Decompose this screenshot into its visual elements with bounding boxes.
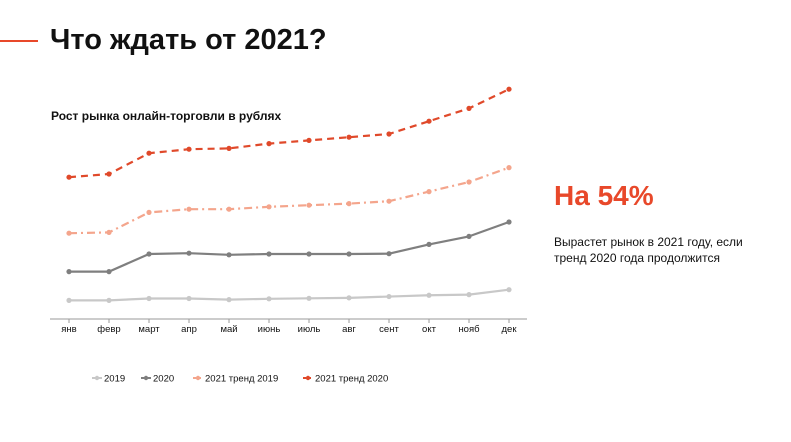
data-point [426, 241, 432, 247]
series-4 [66, 86, 512, 180]
data-point [386, 251, 392, 257]
x-tick-label: апр [181, 324, 197, 335]
data-point [426, 189, 432, 195]
data-point [146, 295, 152, 302]
data-point [426, 118, 432, 124]
legend-label: 2021 тренд 2020 [315, 374, 388, 385]
legend-marker [195, 375, 201, 381]
data-point [386, 198, 392, 204]
data-point [466, 179, 472, 185]
data-point [146, 150, 152, 156]
series-1 [66, 287, 512, 303]
data-point [506, 287, 512, 293]
data-point [346, 295, 352, 301]
growth-description: Вырастет рынок в 2021 году, если тренд 2… [554, 235, 743, 265]
data-point [186, 206, 192, 212]
data-point [266, 204, 272, 210]
data-point [306, 295, 312, 301]
series-line [68, 166, 510, 235]
legend-label: 2021 тренд 2019 [205, 374, 278, 385]
data-point [466, 105, 472, 111]
legend-item: 2019 [92, 374, 125, 385]
growth-value: На 54% [554, 180, 654, 211]
data-point [66, 269, 72, 275]
data-point [226, 297, 232, 303]
legend-item: 2020 [141, 374, 174, 385]
title-accent-line [0, 40, 38, 42]
data-point [506, 86, 512, 92]
data-point [226, 145, 232, 151]
data-point [306, 202, 312, 208]
series-line [69, 288, 510, 302]
x-tick-label: авг [342, 324, 356, 335]
chart-legend: 2019 2020 2021 тренд 2019 2021 тренд 2020 [92, 374, 388, 385]
data-point [346, 251, 352, 257]
legend-marker [305, 375, 311, 381]
data-point [146, 209, 152, 215]
x-tick-label: нояб [458, 324, 480, 335]
x-tick-label: май [220, 324, 237, 335]
legend-label: 2019 [104, 374, 125, 385]
data-point [186, 295, 192, 302]
data-point [66, 230, 72, 236]
x-tick-label: июль [298, 324, 321, 335]
chart-series [66, 86, 512, 303]
x-tick-label: окт [422, 324, 437, 335]
x-tick-label: февр [97, 324, 120, 335]
x-tick-label: дек [502, 324, 518, 335]
data-point [66, 174, 72, 180]
series-2 [66, 219, 512, 275]
legend-marker [94, 375, 100, 381]
data-point [426, 292, 432, 298]
data-point [186, 250, 192, 256]
x-tick-label: март [138, 324, 160, 335]
data-point [386, 131, 392, 137]
x-tick-label: сент [379, 324, 399, 335]
data-point [266, 141, 272, 147]
chart-title: Рост рынка онлайн-торговли в рублях [51, 109, 282, 123]
data-point [106, 297, 112, 303]
data-point [146, 251, 152, 257]
legend-item: 2021 тренд 2019 [193, 374, 278, 385]
data-point [346, 201, 352, 207]
data-point [506, 219, 512, 225]
legend-item: 2021 тренд 2020 [303, 374, 388, 385]
data-point [306, 137, 312, 143]
data-point [226, 206, 232, 212]
data-point [346, 134, 352, 140]
data-point [106, 229, 112, 235]
legend-label: 2020 [153, 374, 174, 385]
series-line [69, 220, 510, 273]
data-point [266, 296, 272, 302]
slide-title: Что ждать от 2021? [50, 24, 327, 56]
data-point [186, 146, 192, 152]
series-3 [66, 165, 512, 236]
data-point [226, 252, 232, 258]
data-point [506, 165, 512, 171]
x-tick-label: июнь [258, 324, 281, 335]
data-point [306, 251, 312, 257]
data-point [466, 233, 472, 239]
data-point [106, 171, 112, 177]
legend-marker [143, 375, 149, 381]
data-point [466, 292, 472, 298]
x-tick-label: янв [61, 324, 76, 335]
x-axis: янв февр март апр май июнь июль авг сент окт нояб д… [50, 318, 527, 335]
series-line [68, 88, 510, 179]
data-point [386, 293, 392, 300]
data-point [106, 269, 112, 275]
data-point [266, 251, 272, 257]
data-point [66, 297, 72, 303]
